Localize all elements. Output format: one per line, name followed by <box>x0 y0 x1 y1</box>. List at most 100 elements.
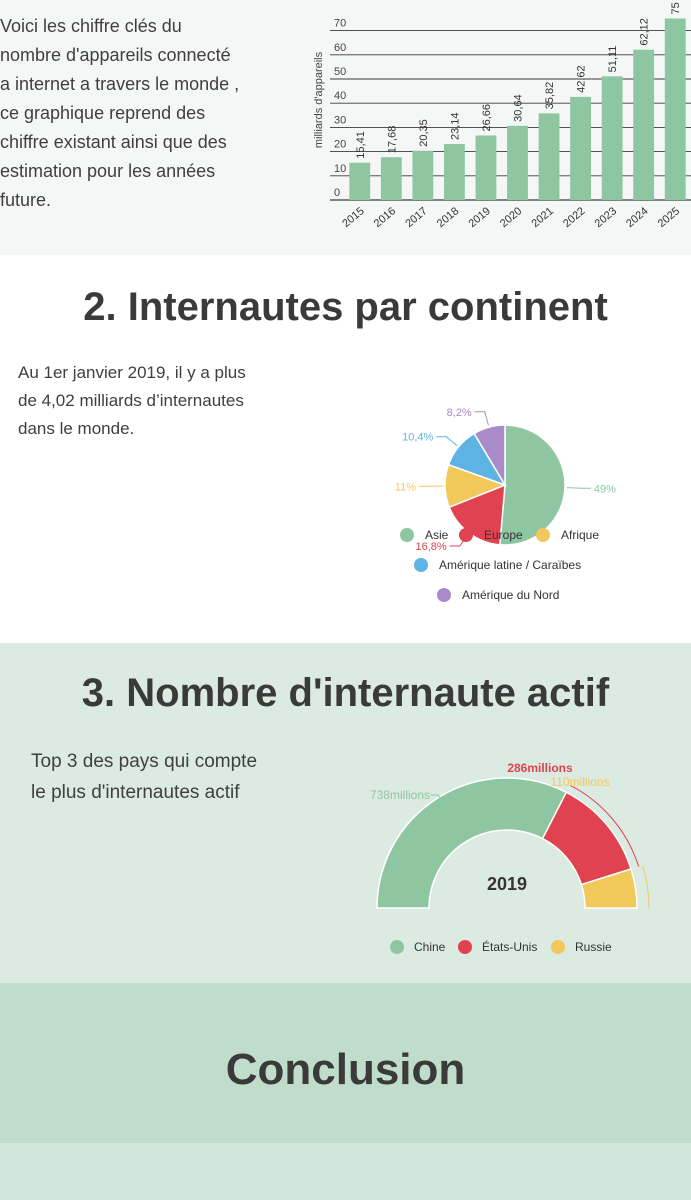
legend-label: Afrique <box>561 528 600 542</box>
pie-slice-label: 49% <box>594 483 616 495</box>
legend-item: Chine <box>390 940 445 954</box>
intro-line: future. <box>0 190 52 210</box>
donut-guide-arc <box>641 865 650 909</box>
legend-dot <box>551 940 565 954</box>
intro-line: estimation pour les années <box>0 161 216 181</box>
intro-line: chiffre existant ainsi que des <box>0 132 227 152</box>
bar <box>349 162 371 200</box>
bar <box>380 157 402 200</box>
x-tick-label: 2015 <box>340 205 366 230</box>
bottom-band <box>0 1143 691 1200</box>
continent-section: 2. Internautes par continent Au 1er janv… <box>0 255 691 643</box>
active-heading: 3. Nombre d'internaute actif <box>81 671 610 715</box>
conclusion-section: Conclusion <box>0 983 691 1143</box>
pie-slice-label: 11% <box>395 481 416 493</box>
y-tick-label: 40 <box>334 90 346 102</box>
conclusion-heading: Conclusion <box>225 1045 466 1094</box>
continent-heading: 2. Internautes par continent <box>83 285 608 329</box>
bar-value-label: 30,64 <box>513 94 525 122</box>
x-tick-label: 2022 <box>561 205 587 230</box>
bar-value-label: 20,35 <box>418 119 430 147</box>
bar-value-label: 35,82 <box>544 82 556 110</box>
legend-label: Russie <box>575 940 612 954</box>
x-tick-label: 2016 <box>372 205 398 230</box>
legend-dot <box>400 528 414 542</box>
legend-item: Russie <box>551 940 612 954</box>
bar <box>412 150 434 200</box>
intro-line: de 4,02 milliards d’internautes <box>18 391 244 410</box>
bar-value-label: 75 <box>670 2 682 14</box>
y-tick-label: 30 <box>334 114 346 126</box>
legend-label: États-Unis <box>482 940 538 954</box>
bar <box>507 125 528 200</box>
intro-line: Au 1er janvier 2019, il y a plus <box>18 363 246 382</box>
y-tick-label: 70 <box>334 18 346 30</box>
bar <box>538 113 560 200</box>
intro-line: le plus d'internautes actif <box>31 782 240 803</box>
legend-item: États-Unis <box>458 940 537 954</box>
donut-label: 110millions <box>550 775 609 789</box>
pie-slice-label: 16,8% <box>415 541 446 553</box>
x-tick-label: 2025 <box>656 205 682 230</box>
pie-leader-line <box>566 487 591 489</box>
y-tick-label: 10 <box>334 163 346 175</box>
x-tick-label: 2020 <box>498 205 524 230</box>
x-tick-label: 2024 <box>624 205 650 230</box>
x-tick-label: 2019 <box>466 205 492 230</box>
x-tick-label: 2017 <box>403 205 429 230</box>
legend-dot <box>390 940 404 954</box>
devices-section: Voici les chiffre clés du nombre d'appare… <box>0 0 691 255</box>
bar <box>570 96 592 200</box>
y-axis-label: milliards d'appareils <box>313 51 325 148</box>
intro-line: a internet a travers le monde , <box>0 74 240 94</box>
devices-bar-chart: 0 10 20 30 40 50 60 70 milliards d'appareils 15,4… <box>313 2 691 230</box>
pie-slice-label: 8,2% <box>447 407 472 419</box>
pie-leader-line <box>436 436 458 447</box>
legend-item: Amérique du Nord <box>437 588 559 602</box>
y-tick-label: 50 <box>334 66 346 78</box>
pie-slice <box>473 424 506 488</box>
donut-guide-arc <box>569 784 640 867</box>
legend-item: Asie <box>400 528 448 542</box>
legend-dot <box>458 940 472 954</box>
x-tick-label: 2021 <box>530 205 556 230</box>
pie-leader-line <box>474 411 489 426</box>
continent-intro-text: Au 1er janvier 2019, il y a plus de 4,02 … <box>18 359 246 443</box>
y-tick-label: 60 <box>334 42 346 54</box>
legend-label: Chine <box>414 940 446 954</box>
intro-line: dans le monde. <box>18 419 135 438</box>
donut-label: 286millions <box>507 761 573 775</box>
bar-value-label: 23,14 <box>449 112 461 140</box>
donut-label: 738millions <box>370 788 430 802</box>
pie-slice-label: 10,4% <box>402 432 433 444</box>
legend-item: Europe <box>459 528 523 542</box>
bar <box>601 76 623 200</box>
intro-line: Top 3 des pays qui compte <box>31 751 258 772</box>
x-tick-label: 2023 <box>593 205 619 230</box>
active-intro-text: Top 3 des pays qui compte le plus d'inter… <box>31 746 257 808</box>
bar-value-label: 15,41 <box>355 131 367 159</box>
legend-item: Amérique latine / Caraïbes <box>414 558 581 572</box>
bar-value-label: 62,12 <box>639 18 651 46</box>
pie-slice <box>499 424 566 546</box>
bar <box>664 18 686 200</box>
y-tick-label: 20 <box>334 139 346 151</box>
bar-value-label: 51,11 <box>607 46 619 73</box>
donut-center-label: 2019 <box>487 874 527 894</box>
active-section: 3. Nombre d'internaute actif Top 3 des p… <box>0 643 691 983</box>
x-tick-label: 2018 <box>435 205 461 230</box>
continent-pie-chart: 49% 16,8% 11% 10,4% 8,2% <box>395 407 616 553</box>
intro-line: Voici les chiffre clés du <box>0 16 182 36</box>
intro-line: nombre d'appareils connecté <box>0 45 231 65</box>
intro-line: ce graphique reprend des <box>0 103 206 123</box>
legend-label: Europe <box>484 528 523 542</box>
legend-dot <box>414 558 428 572</box>
donut-segment <box>376 777 568 909</box>
donut-segment <box>580 868 638 909</box>
y-tick-label: 0 <box>334 187 340 199</box>
bar-value-label: 26,66 <box>481 104 493 132</box>
legend-label: Amérique du Nord <box>462 588 560 602</box>
legend-item: Afrique <box>536 528 599 542</box>
donut-leader-line <box>430 794 447 806</box>
